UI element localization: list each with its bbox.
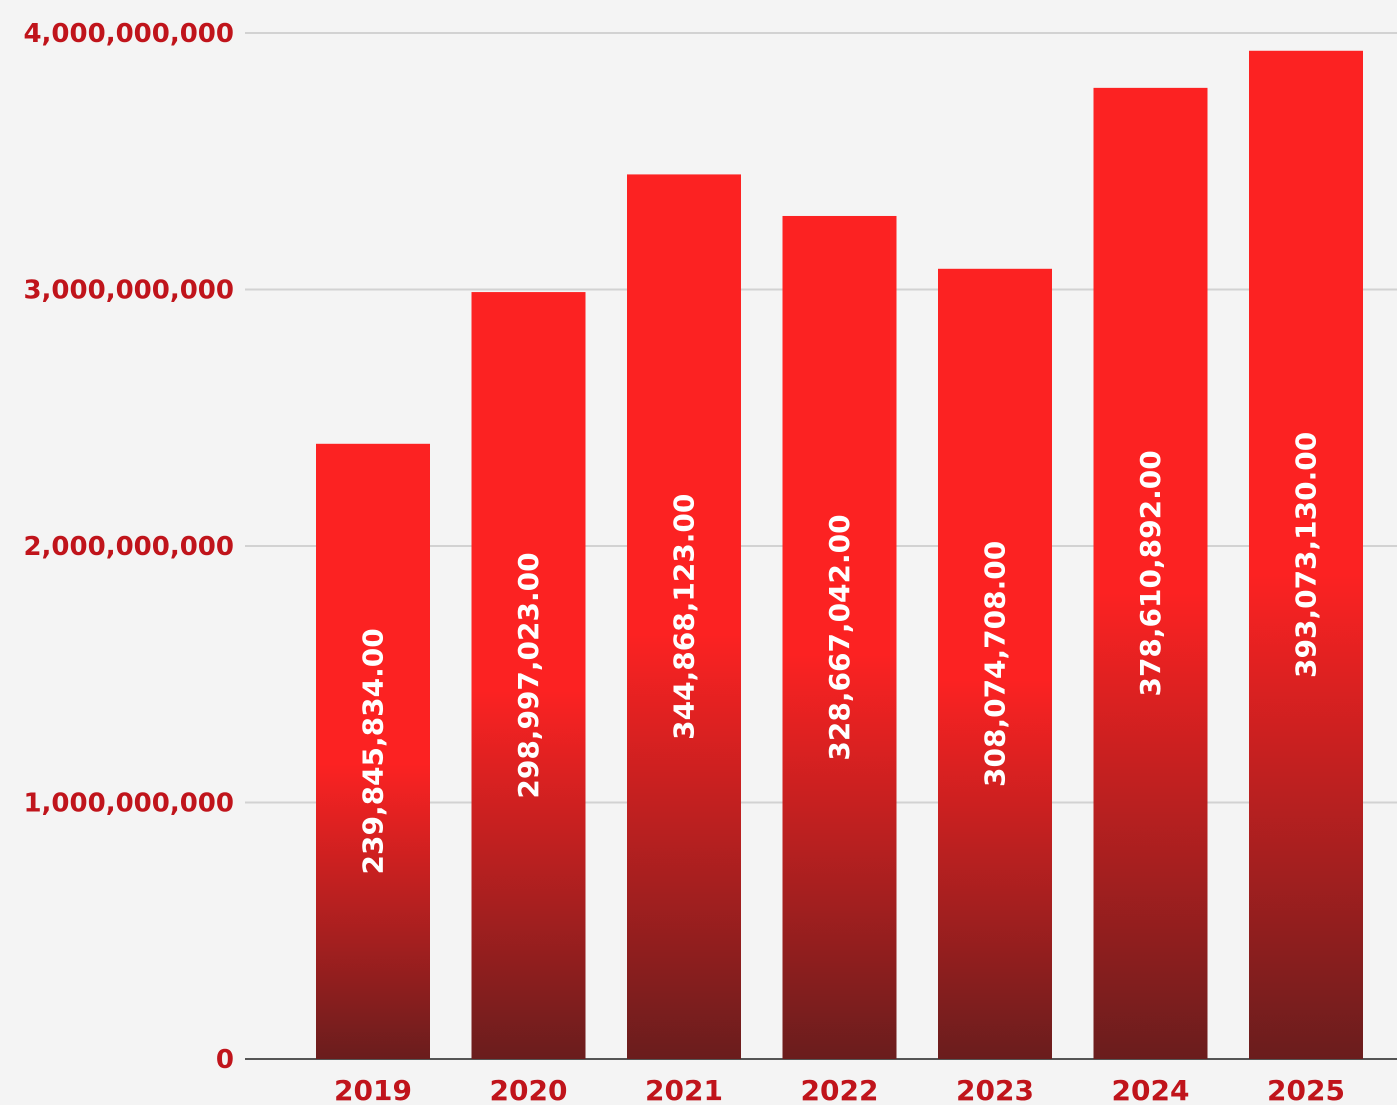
x-tick-label-2023: 2023	[956, 1074, 1034, 1105]
x-tick-label-2021: 2021	[645, 1074, 723, 1105]
x-tick-label-2020: 2020	[490, 1074, 568, 1105]
data-label-2025: 393,073,130.00	[1290, 432, 1323, 678]
data-label-2024: 378,610,892.00	[1134, 450, 1167, 696]
data-label-2021: 344,868,123.00	[668, 494, 701, 740]
x-tick-label-2022: 2022	[801, 1074, 879, 1105]
y-tick-label: 3,000,000,000	[23, 276, 234, 306]
data-label-2019: 239,845,834.00	[357, 628, 390, 874]
x-tick-label-2024: 2024	[1112, 1074, 1190, 1105]
data-label-2023: 308,074,708.00	[979, 541, 1012, 787]
bar-2020	[471, 292, 586, 1059]
y-tick-label: 0	[216, 1045, 234, 1075]
bar-2024	[1093, 87, 1208, 1060]
bar-2021	[627, 174, 741, 1059]
bars: 239,845,834.00 298,997,023.00 344,868,123.…	[316, 50, 1363, 1060]
x-axis: 2019 2020 2021 2022 2023 2024 2025	[334, 1074, 1345, 1105]
bar-2019	[316, 443, 430, 1060]
x-tick-label-2025: 2025	[1267, 1074, 1345, 1105]
data-label-2020: 298,997,023.00	[512, 552, 545, 798]
y-tick-label: 1,000,000,000	[23, 789, 234, 819]
y-axis: 0 1,000,000,000 2,000,000,000 3,000,000,000…	[23, 19, 234, 1075]
data-label-2022: 328,667,042.00	[823, 514, 856, 760]
bar-2025	[1249, 50, 1363, 1060]
bar-2022	[782, 215, 897, 1059]
y-tick-label: 2,000,000,000	[23, 532, 234, 562]
y-tick-label: 4,000,000,000	[23, 19, 234, 49]
bar-2023	[938, 268, 1052, 1060]
x-tick-label-2019: 2019	[334, 1074, 412, 1105]
